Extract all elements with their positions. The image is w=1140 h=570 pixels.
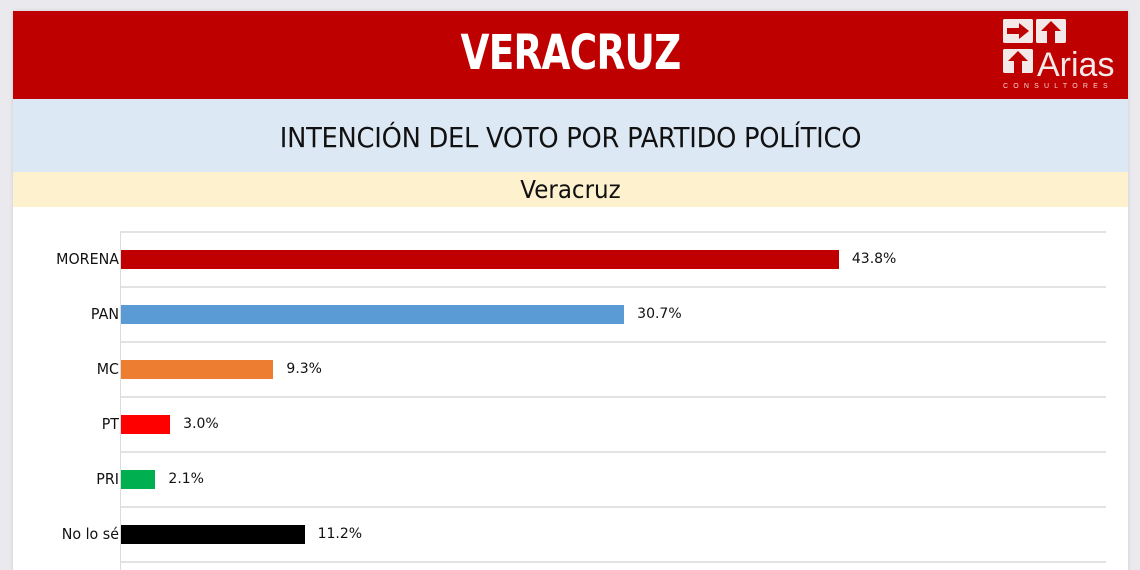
bar-no-lo-sé	[121, 525, 305, 544]
bar-pt	[121, 415, 171, 434]
bar-morena	[121, 250, 839, 269]
arrow-right-icon	[1003, 19, 1033, 43]
category-label: No lo sé	[61, 524, 119, 543]
arrow-up-icon	[1003, 49, 1033, 73]
arrow-up-icon	[1036, 19, 1066, 43]
category-label: PT	[101, 414, 119, 433]
logo-wordmark: Arias	[1037, 46, 1115, 84]
value-label: 3.0%	[183, 415, 219, 432]
grid-line	[121, 286, 1106, 288]
bar-mc	[121, 360, 274, 379]
grid-line	[121, 451, 1106, 453]
category-label: PRI	[96, 469, 119, 488]
category-label: PAN	[90, 304, 119, 323]
chart-subtitle: Veracruz	[520, 175, 621, 204]
logo-bottom-row	[1003, 49, 1033, 73]
subtitle-band: Veracruz	[13, 172, 1128, 207]
category-label: MORENA	[56, 249, 119, 268]
grid-line	[121, 341, 1106, 343]
value-label: 30.7%	[637, 305, 682, 322]
section-title-band: INTENCIÓN DEL VOTO POR PARTIDO POLÍTICO	[13, 99, 1128, 172]
bar-chart-plot: MORENA 43.8% PAN 30.7% MC 9.3% PT 3.0% PRI 2.1% No…	[56, 231, 1106, 570]
slide: VERACRUZ	[13, 11, 1128, 570]
page-title: VERACRUZ	[460, 25, 682, 81]
arias-logo: Arias CONSULTORES	[1001, 19, 1121, 93]
header-banner: VERACRUZ	[13, 11, 1128, 99]
section-title: INTENCIÓN DEL VOTO POR PARTIDO POLÍTICO	[279, 121, 862, 154]
value-label: 43.8%	[851, 250, 897, 267]
grid-line	[121, 506, 1106, 508]
value-label: 11.2%	[317, 525, 363, 542]
bar-pri	[121, 470, 156, 489]
grid-line	[121, 231, 1106, 233]
value-label: 9.3%	[286, 360, 322, 377]
bar-pan	[121, 305, 625, 324]
value-label: 2.1%	[168, 470, 204, 487]
grid-line	[121, 561, 1106, 563]
grid-line	[121, 396, 1106, 398]
category-label: MC	[96, 359, 119, 378]
logo-top-row	[1003, 19, 1066, 43]
logo-subtitle: CONSULTORES	[1003, 83, 1113, 90]
